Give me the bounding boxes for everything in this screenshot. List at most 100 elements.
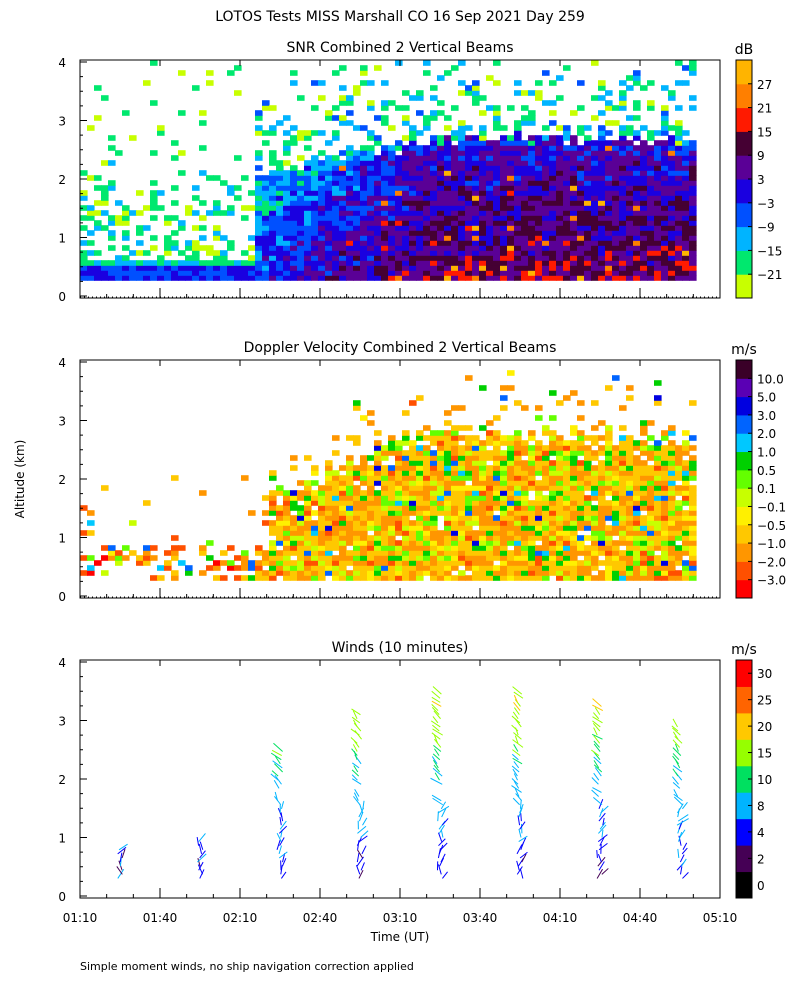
velocity-cell [353, 570, 361, 576]
velocity-cell [584, 570, 592, 576]
snr-cell [374, 160, 382, 166]
snr-cell [647, 250, 655, 256]
velocity-cell [458, 575, 466, 581]
snr-cell [94, 275, 102, 281]
snr-cell [528, 145, 536, 151]
velocity-cell [269, 505, 277, 511]
velocity-cell [290, 455, 298, 461]
velocity-cell [437, 510, 445, 516]
velocity-cell [486, 535, 494, 541]
velocity-cell [612, 450, 620, 456]
velocity-cell [479, 560, 487, 566]
snr-cell [507, 175, 515, 181]
snr-cell [325, 110, 333, 116]
snr-cell [584, 235, 592, 241]
snr-cell [409, 155, 417, 161]
snr-cell [507, 200, 515, 206]
velocity-cell [339, 560, 347, 566]
velocity-cell [500, 535, 508, 541]
velocity-cell [570, 495, 578, 501]
snr-cell [486, 185, 494, 191]
snr-cell [591, 270, 599, 276]
snr-cell [584, 155, 592, 161]
snr-cell [381, 120, 389, 126]
snr-cell [458, 225, 466, 231]
snr-cell [549, 155, 557, 161]
wind-barb [678, 835, 682, 846]
velocity-cell [94, 560, 102, 566]
snr-cell [444, 230, 452, 236]
snr-cell [227, 275, 235, 281]
snr-cell [598, 205, 606, 211]
snr-cell [493, 250, 501, 256]
snr-cell [409, 165, 417, 171]
snr-cell [430, 170, 438, 176]
snr-cell [304, 260, 312, 266]
velocity-cell [451, 490, 459, 496]
snr-cell [360, 165, 368, 171]
snr-cell [430, 160, 438, 166]
snr-cell [423, 145, 431, 151]
velocity-cell [451, 520, 459, 526]
velocity-cell [521, 480, 529, 486]
velocity-cell [647, 505, 655, 511]
snr-cell [556, 215, 564, 221]
velocity-cell [514, 570, 522, 576]
snr-cell [430, 155, 438, 161]
snr-cell [311, 105, 319, 111]
snr-cell [332, 240, 340, 246]
snr-cell [675, 275, 683, 281]
snr-cell [248, 190, 256, 196]
wind-barb [511, 765, 520, 773]
velocity-cell [325, 565, 333, 571]
velocity-cell [528, 555, 536, 561]
velocity-cell [297, 505, 305, 511]
velocity-cell [234, 575, 242, 581]
snr-cell [402, 115, 410, 121]
snr-cell [689, 265, 697, 271]
velocity-cell [486, 525, 494, 531]
velocity-cell [682, 520, 690, 526]
snr-cell [318, 80, 326, 86]
velocity-cell [633, 470, 641, 476]
velocity-cell [227, 545, 235, 551]
snr-cell [150, 180, 158, 186]
velocity-cell [430, 490, 438, 496]
snr-cell [591, 95, 599, 101]
snr-cell [647, 200, 655, 206]
velocity-cell [647, 530, 655, 536]
velocity-colorbar-label: m/s [731, 342, 757, 358]
snr-cell [297, 155, 305, 161]
snr-cell [129, 265, 137, 271]
velocity-cell [549, 460, 557, 466]
snr-cell [276, 190, 284, 196]
velocity-cell [388, 570, 396, 576]
snr-cell [577, 250, 585, 256]
velocity-cell [549, 430, 557, 436]
snr-cell [661, 125, 669, 131]
velocity-cell [528, 475, 536, 481]
snr-cell [451, 220, 459, 226]
snr-cell [577, 205, 585, 211]
velocity-cell [507, 490, 515, 496]
snr-cell [570, 145, 578, 151]
velocity-cell [360, 515, 368, 521]
snr-cell [654, 275, 662, 281]
wind-barb [353, 796, 361, 806]
snr-cell [549, 175, 557, 181]
velocity-cell [353, 405, 361, 411]
snr-cell [325, 140, 333, 146]
snr-cell [325, 195, 333, 201]
velocity-cell [444, 570, 452, 576]
snr-cell [472, 150, 480, 156]
wind-barb [352, 744, 358, 752]
wind-barb [117, 846, 127, 855]
velocity-cell [332, 570, 340, 576]
snr-cell [542, 205, 550, 211]
snr-cell [542, 245, 550, 251]
snr-cell [619, 260, 627, 266]
snr-cell [500, 160, 508, 166]
velocity-cell [332, 545, 340, 551]
velocity-cell [339, 540, 347, 546]
snr-cell [472, 275, 480, 281]
